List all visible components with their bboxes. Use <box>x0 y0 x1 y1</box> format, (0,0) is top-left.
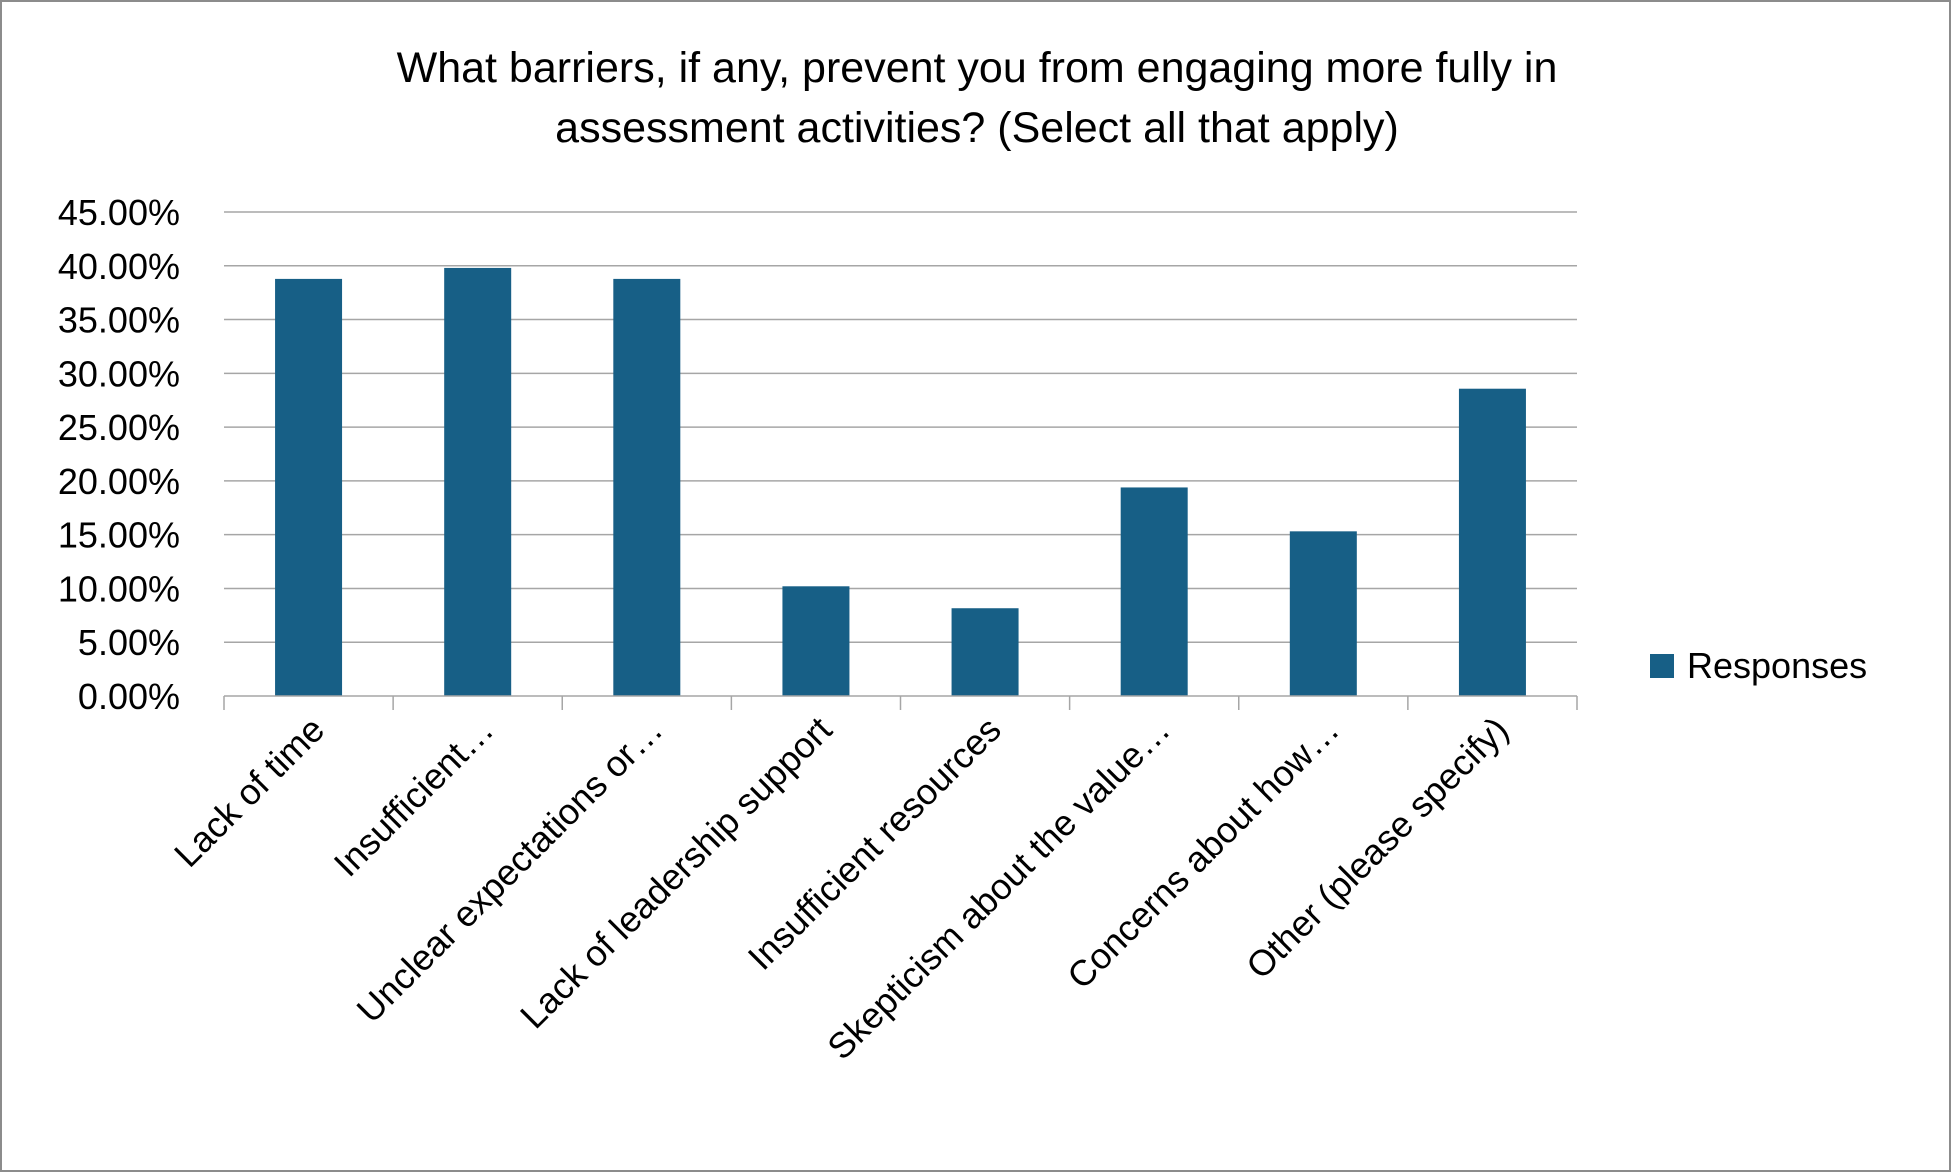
chart-title-line-2: assessment activities? (Select all that … <box>555 104 1399 152</box>
y-tick-label: 25.00% <box>58 407 180 448</box>
y-axis-tick-labels: 0.00% 5.00% 10.00% 15.00% 20.00% 25.00% 30.00%… <box>58 192 180 717</box>
bar <box>444 267 512 696</box>
bar <box>1458 388 1526 696</box>
legend: Responses <box>1650 645 1867 686</box>
x-category-label: Skepticism about the value… <box>819 709 1178 1068</box>
y-tick-label: 40.00% <box>58 246 180 287</box>
bar <box>1120 487 1188 696</box>
bar <box>782 586 850 696</box>
bars <box>275 267 1526 696</box>
y-tick-label: 35.00% <box>58 300 180 341</box>
legend-swatch-responses <box>1650 654 1674 678</box>
x-category-label: Lack of time <box>166 709 332 875</box>
bar <box>951 608 1019 696</box>
bar <box>1289 531 1357 696</box>
y-tick-label: 10.00% <box>58 568 180 609</box>
bar <box>613 278 681 696</box>
x-category-label: Insufficient… <box>326 709 502 885</box>
x-category-label: Lack of leadership support <box>512 709 840 1037</box>
y-tick-label: 20.00% <box>58 461 180 502</box>
legend-label-responses: Responses <box>1687 645 1867 686</box>
bar <box>275 278 343 696</box>
y-tick-label: 45.00% <box>58 192 180 233</box>
y-tick-label: 0.00% <box>78 676 180 717</box>
y-tick-label: 5.00% <box>78 622 180 663</box>
x-axis <box>223 695 1578 710</box>
gridlines <box>224 211 1577 643</box>
y-tick-label: 30.00% <box>58 353 180 394</box>
x-category-label: Unclear expectations or… <box>349 709 671 1031</box>
chart-title: What barriers, if any, prevent you from … <box>397 44 1558 152</box>
x-category-label: Concerns about how… <box>1059 709 1347 997</box>
chart-title-line-1: What barriers, if any, prevent you from … <box>397 44 1558 92</box>
y-tick-label: 15.00% <box>58 515 180 556</box>
